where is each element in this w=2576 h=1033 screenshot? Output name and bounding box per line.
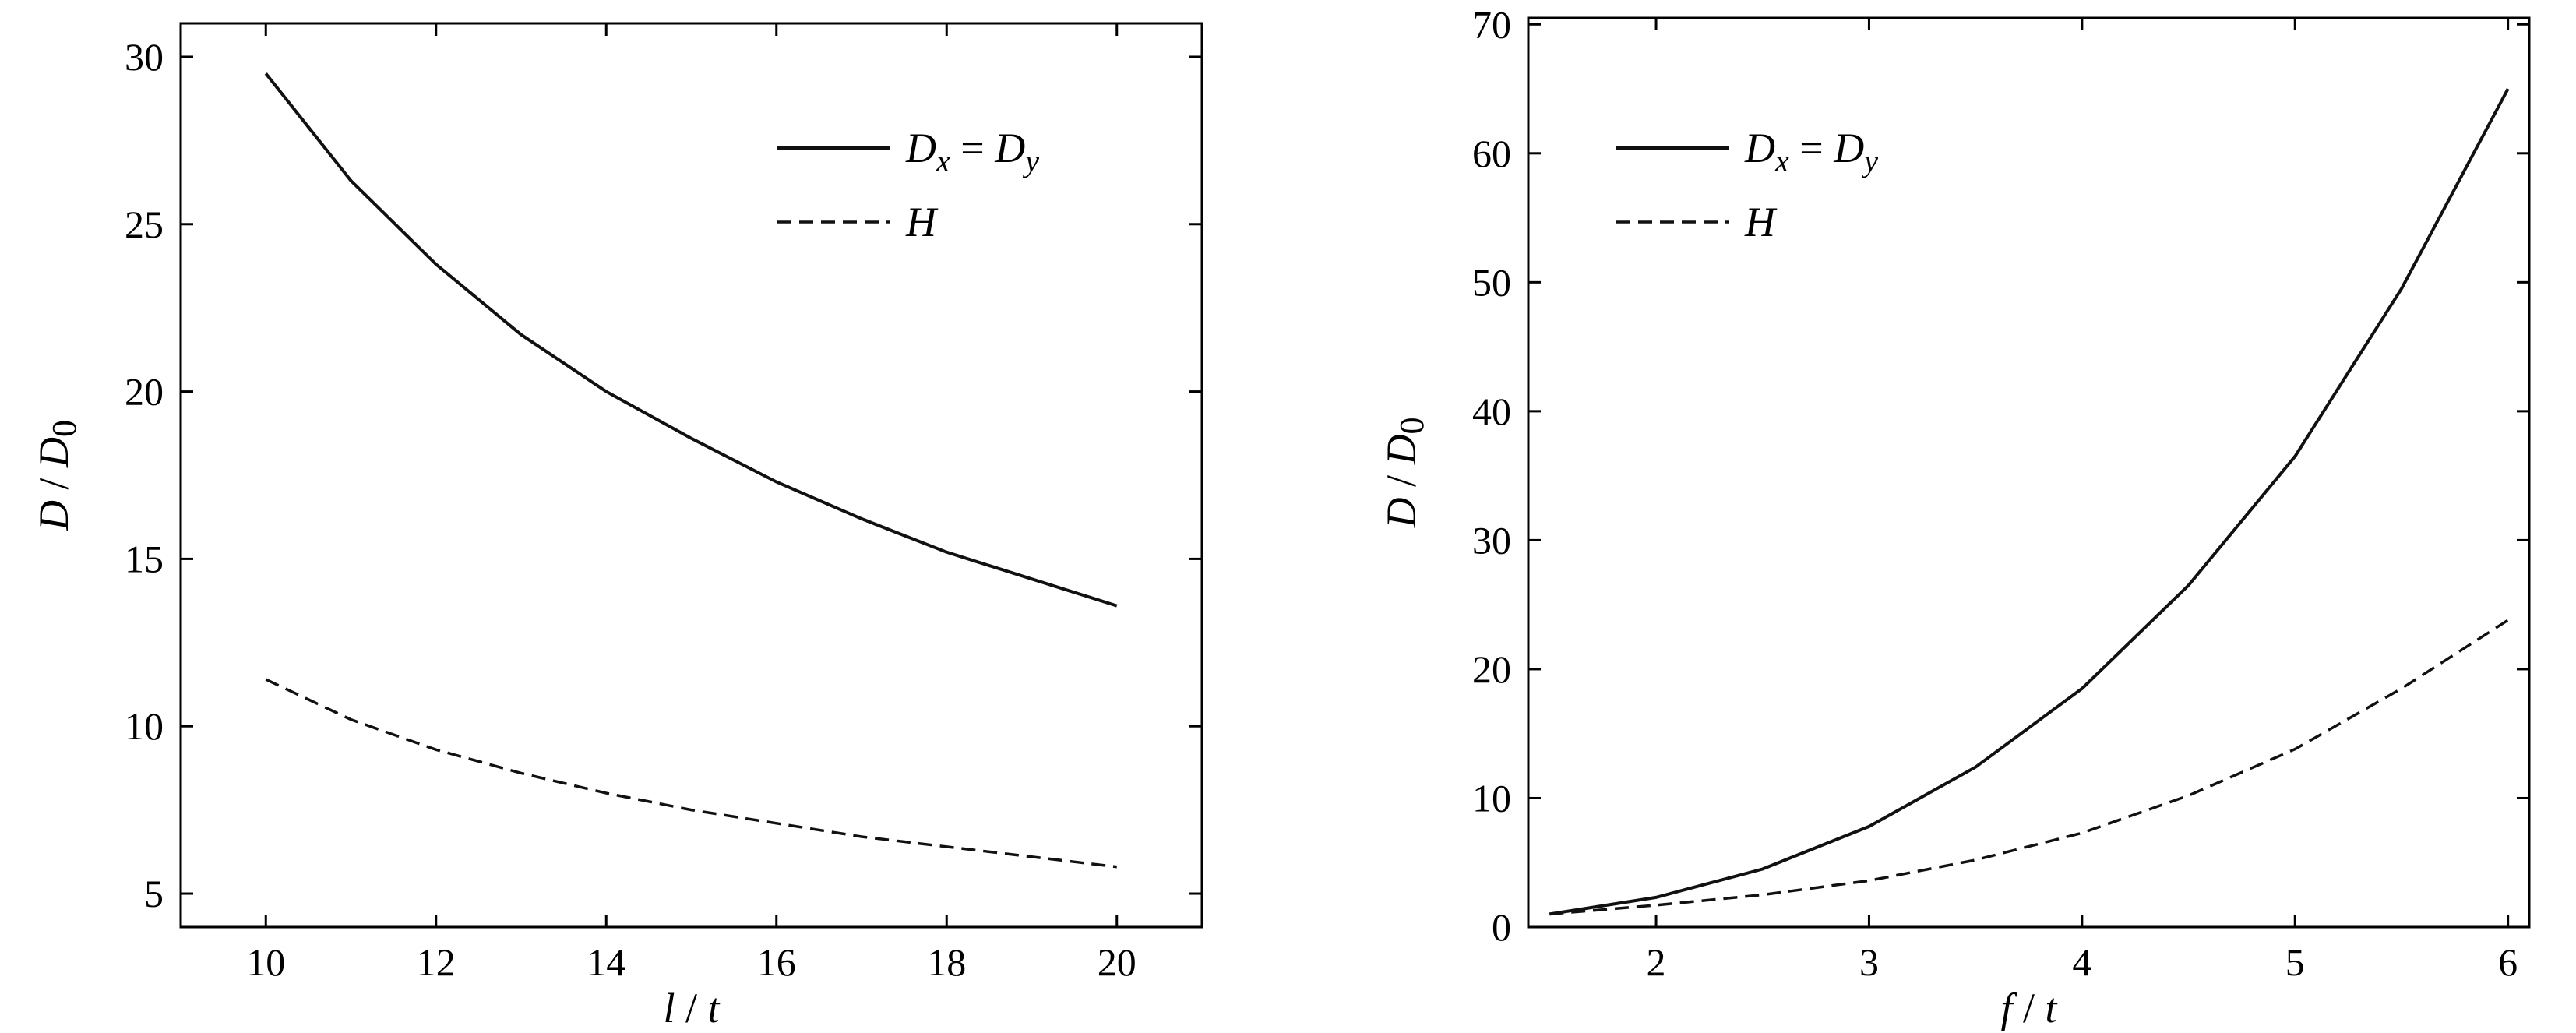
x-tick-label: 2 (1647, 940, 1666, 984)
legend-label-sub: x (936, 143, 950, 178)
x-axis-label-slash: / (2012, 985, 2045, 1031)
y-tick-label: 20 (125, 370, 164, 414)
x-tick-label: 14 (587, 940, 625, 984)
x-tick-label: 20 (1098, 940, 1136, 984)
legend-label: Dx = Dy (1744, 125, 1878, 178)
series-line-h (1549, 619, 2509, 916)
plot-frame (1527, 16, 2531, 929)
series-line-dx-dy (264, 72, 1118, 608)
x-axis-label-den: t (708, 985, 721, 1031)
legend-label: H (1744, 199, 1778, 245)
y-axis-label: D / D0 (1378, 417, 1431, 528)
x-tick-label: 3 (1859, 940, 1879, 984)
y-tick-label: 0 (1492, 905, 1511, 949)
legend-label-main: D (1833, 125, 1864, 171)
x-axis-label-den: t (2046, 985, 2059, 1031)
y-tick-label: 20 (1472, 647, 1511, 691)
y-axis-label-num: D (30, 500, 77, 531)
y-axis-label-slash: / (30, 467, 77, 500)
x-tick-label: 6 (2498, 940, 2518, 984)
y-tick-label: 5 (144, 872, 164, 915)
x-axis-label-num: l (663, 985, 675, 1031)
y-axis-label-subscript: 0 (1393, 417, 1431, 434)
y-tick-label: 50 (1472, 260, 1511, 304)
x-tick-label: 4 (2072, 940, 2091, 984)
y-axis-label: D / D0 (30, 420, 83, 531)
plot-frame (179, 22, 1203, 929)
y-tick-label: 70 (1472, 2, 1511, 46)
x-axis-label-slash: / (675, 985, 707, 1031)
y-tick-label: 30 (1472, 518, 1511, 562)
y-tick-label: 60 (1472, 132, 1511, 175)
legend-label-sub: y (1022, 143, 1039, 178)
series-line-h (265, 678, 1118, 869)
x-tick-label: 5 (2285, 940, 2305, 984)
x-tick-label: 18 (927, 940, 966, 984)
legend-label-eq: = (950, 125, 995, 171)
y-axis-label-slash: / (1378, 464, 1425, 497)
y-axis-label-subscript: 0 (45, 420, 83, 437)
legend-label-main: D (1744, 125, 1775, 171)
series-line-dx-dy (1549, 88, 2510, 916)
y-axis-label-den: D (30, 437, 77, 468)
legend-label-sub: x (1774, 143, 1789, 178)
y-tick-label: 25 (125, 203, 164, 246)
y-tick-label: 30 (125, 35, 164, 79)
y-tick-label: 10 (1472, 776, 1511, 820)
y-tick-label: 15 (125, 537, 164, 580)
legend-label: Dx = Dy (905, 125, 1039, 178)
legend-label-eq: = (1789, 125, 1834, 171)
x-tick-label: 16 (757, 940, 796, 984)
y-axis-label-num: D (1378, 498, 1425, 529)
y-tick-label: 10 (125, 704, 164, 748)
legend-label: H (905, 199, 939, 245)
x-axis-label: f / t (2000, 985, 2058, 1031)
y-tick-label: 40 (1472, 390, 1511, 433)
legend-label-sub: y (1861, 143, 1878, 178)
y-axis-label-den: D (1378, 434, 1425, 465)
legend-label-main: D (905, 125, 936, 171)
legend-label-main: D (994, 125, 1025, 171)
x-tick-label: 12 (417, 940, 456, 984)
x-tick-label: 10 (246, 940, 285, 984)
x-axis-label: l / t (663, 985, 721, 1031)
